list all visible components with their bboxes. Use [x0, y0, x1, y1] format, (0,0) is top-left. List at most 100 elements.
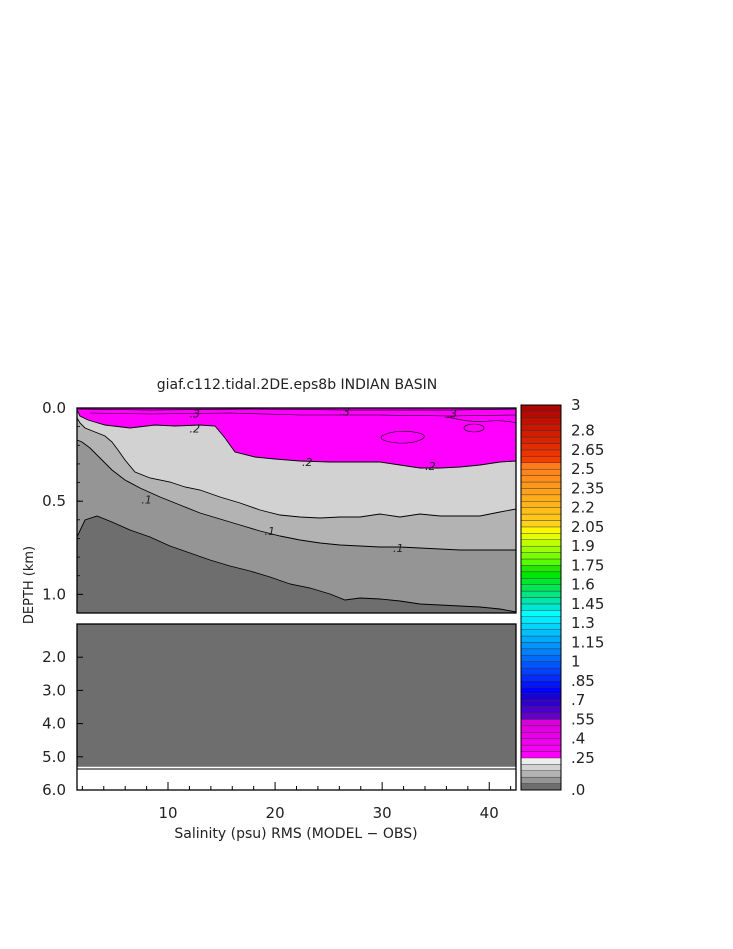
colorbar-swatch	[520, 725, 562, 733]
y-axis-upper: 0.0 0.5 1.0	[42, 399, 83, 614]
y-tick-label: 6.0	[42, 781, 66, 799]
fill-level-4	[77, 408, 516, 468]
colorbar-swatch	[520, 571, 562, 579]
colorbar-swatch	[520, 526, 562, 534]
colorbar-swatch	[520, 481, 562, 489]
contour-line-0	[76, 515, 517, 613]
x-tick-label: 30	[373, 804, 392, 822]
colorbar-label: 2.05	[571, 518, 604, 536]
colorbar-swatch	[520, 475, 562, 483]
colorbar-swatch	[520, 648, 562, 656]
x-axis-label: Salinity (psu) RMS (MODEL − OBS)	[174, 826, 417, 842]
colorbar-swatch	[520, 655, 562, 662]
colorbar-swatch	[520, 699, 562, 707]
colorbar-label: .25	[571, 749, 595, 767]
colorbar-swatch	[520, 667, 562, 675]
contour-line-surface-3	[444, 416, 517, 424]
colorbar-label: 1.6	[571, 576, 595, 594]
colorbar-swatch	[520, 545, 562, 553]
contour-label: .2	[302, 456, 313, 469]
colorbar-swatch	[520, 507, 562, 515]
colorbar-swatch	[520, 757, 562, 765]
colorbar-swatch	[520, 661, 562, 669]
colorbar-swatch	[520, 501, 562, 508]
y-tick-label: 5.0	[42, 748, 66, 766]
lower-bottom-topography	[77, 624, 516, 767]
colorbar-label: 1.3	[571, 614, 595, 632]
colorbar-swatch	[520, 404, 562, 412]
contour-label: .2	[190, 423, 201, 436]
contour-label: .1	[141, 493, 152, 506]
y-tick-label: 0.5	[42, 492, 66, 510]
colorbar-swatch	[520, 417, 562, 425]
y-tick-label: 4.0	[42, 715, 66, 733]
contour-line-2	[76, 417, 517, 519]
colorbar-label: 1	[571, 653, 581, 671]
colorbar-label: 2.35	[571, 479, 604, 497]
colorbar-label: 3	[571, 396, 581, 414]
colorbar-swatch	[520, 603, 562, 611]
colorbar-swatch	[520, 751, 562, 759]
colorbar-swatch	[520, 622, 562, 630]
colorbar: 32.82.652.52.352.22.051.91.751.61.451.31…	[520, 396, 604, 799]
colorbar-swatch	[520, 424, 562, 431]
colorbar-swatch	[520, 629, 562, 637]
colorbar-swatch	[520, 430, 562, 438]
colorbar-label: .7	[571, 691, 585, 709]
colorbar-swatch	[520, 693, 562, 701]
colorbar-swatch	[520, 462, 562, 470]
colorbar-swatch	[520, 539, 562, 547]
y-tick-label: 2.0	[42, 648, 66, 666]
colorbar-swatch	[520, 552, 562, 560]
colorbar-swatch	[520, 436, 562, 444]
upper-panel: .3 .3 .3 .2 .2 .2 .1 .1 .1	[76, 406, 517, 614]
colorbar-swatch	[520, 770, 562, 778]
colorbar-swatch	[520, 533, 562, 540]
upper-fill-regions	[77, 408, 516, 613]
contour-label: .2	[425, 460, 436, 473]
colorbar-swatch	[520, 411, 562, 419]
colorbar-swatch	[520, 680, 562, 688]
colorbar-label: 2.2	[571, 499, 595, 517]
chart-title: giaf.c112.tidal.2DE.eps8b INDIAN BASIN	[157, 377, 437, 393]
colorbar-swatch	[520, 744, 562, 752]
colorbar-swatch	[520, 488, 562, 496]
x-tick-label: 10	[158, 804, 177, 822]
colorbar-swatch	[520, 565, 562, 573]
contour-line-1	[76, 439, 516, 551]
colorbar-label: 1.9	[571, 537, 595, 555]
upper-contour-lines	[76, 408, 517, 613]
colorbar-label: .85	[571, 672, 595, 690]
colorbar-swatch	[520, 719, 562, 727]
y-axis-lower: 2.0 3.0 4.0 5.0 6.0	[42, 648, 83, 799]
colorbar-swatch	[520, 520, 562, 528]
upper-contour-labels: .3 .3 .3 .2 .2 .2 .1 .1 .1	[141, 406, 457, 555]
colorbar-swatch	[520, 712, 562, 720]
colorbar-swatch	[520, 738, 562, 746]
colorbar-swatch	[520, 513, 562, 521]
colorbar-label: 2.5	[571, 460, 595, 478]
fill-level-0	[77, 516, 516, 613]
colorbar-swatch	[520, 494, 562, 502]
colorbar-swatch	[520, 449, 562, 457]
contour-label: .1	[393, 542, 404, 555]
colorbar-labels: 32.82.652.52.352.22.051.91.751.61.451.31…	[571, 396, 604, 799]
contour-island-2	[463, 423, 485, 433]
x-tick-label: 20	[266, 804, 285, 822]
contour-line-3	[76, 409, 517, 469]
contour-label: .3	[339, 406, 350, 419]
colorbar-swatch	[520, 764, 562, 771]
colorbar-swatch	[520, 776, 562, 784]
contour-label: .3	[190, 408, 201, 421]
colorbar-swatch	[520, 590, 562, 598]
colorbar-label: 2.8	[571, 422, 595, 440]
colorbar-swatch	[520, 456, 562, 463]
colorbar-swatch	[520, 687, 562, 694]
colorbar-swatch	[520, 635, 562, 643]
colorbar-label: 2.65	[571, 441, 604, 459]
y-tick-label: 3.0	[42, 681, 66, 699]
lower-panel	[76, 623, 517, 791]
colorbar-label: 1.15	[571, 633, 604, 651]
